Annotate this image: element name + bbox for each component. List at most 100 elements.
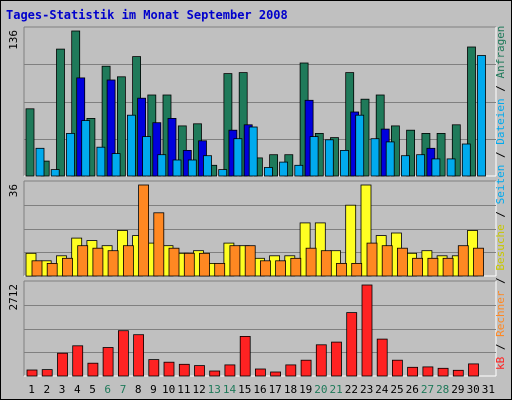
bar-kb-17	[270, 371, 282, 377]
bar-rechner-14	[229, 245, 241, 277]
bar-rechner-18	[290, 257, 302, 277]
series-rechner	[31, 184, 484, 277]
legend-entry: Seiten	[494, 165, 507, 205]
bar-kb-3	[57, 352, 68, 377]
x-tick-label: 12	[192, 383, 205, 396]
bar-rechner-24	[381, 245, 393, 277]
bar-kb-7	[118, 330, 129, 377]
bar-kb-23	[361, 284, 373, 377]
bar-rechner-27	[427, 257, 439, 277]
bar-kb-25	[391, 359, 403, 377]
right-legend: kB / Rechner / Besuche / Seiten / Dateie…	[494, 26, 507, 370]
bar-dateien-18	[294, 164, 304, 177]
bar-anfragen-15	[238, 72, 248, 177]
x-tick-label: 30	[467, 383, 480, 396]
bar-dateien-21	[340, 149, 349, 177]
bar-kb-2	[41, 369, 53, 377]
bar-dateien-30	[477, 55, 486, 177]
x-tick-label: 14	[223, 383, 237, 396]
bar-dateien-12	[203, 155, 212, 177]
panel-visits: 36	[7, 180, 497, 277]
bar-besuche-22	[345, 204, 357, 277]
series-anfragen	[25, 30, 476, 177]
x-axis-tick-labels: 1 2 3 4 5 6 7 8 9 10 11 12 13 14 15 16 17 18 19 20 21 22 23 24 2…	[28, 383, 495, 396]
x-tick-label: 8	[135, 383, 142, 396]
bar-dateien-16	[263, 167, 273, 177]
bar-kb-18	[285, 364, 297, 377]
panel-requests: 136	[7, 26, 497, 177]
bar-dateien-28	[446, 158, 456, 177]
x-tick-label: 21	[329, 383, 342, 396]
bar-dateien-17	[279, 161, 289, 177]
bar-kb-16	[254, 368, 266, 377]
bar-dateien-10	[172, 159, 182, 177]
bar-dateien-6	[111, 153, 121, 177]
bar-dateien-2	[50, 169, 60, 177]
bar-dateien-3	[66, 132, 75, 177]
bar-rechner-28	[442, 257, 454, 277]
bar-kb-24	[376, 338, 388, 377]
bar-dateien-19	[309, 136, 319, 177]
bar-rechner-8	[138, 184, 150, 277]
bar-besuche-23	[360, 184, 372, 277]
x-tick-label: 5	[89, 383, 96, 396]
bar-rechner-13	[214, 262, 226, 277]
bar-kb-21	[331, 341, 342, 377]
bar-dateien-4	[81, 120, 91, 177]
bar-kb-13	[209, 370, 221, 377]
legend-entry: Besuche	[494, 224, 507, 270]
bar-seiten-6	[106, 79, 116, 177]
bar-kb-26	[407, 366, 419, 377]
bar-anfragen-26	[406, 129, 416, 177]
x-tick-label: 25	[390, 383, 403, 396]
x-tick-label: 22	[345, 383, 358, 396]
legend-entry: Rechner	[494, 290, 507, 337]
bar-anfragen-1	[25, 108, 35, 177]
bar-dateien-14	[233, 138, 243, 177]
x-tick-label: 27	[421, 383, 434, 396]
bar-rechner-23	[366, 242, 378, 277]
bar-dateien-11	[187, 159, 197, 177]
bar-kb-4	[72, 345, 84, 377]
legend-separator: /	[494, 145, 507, 165]
bar-seiten-10	[167, 118, 177, 177]
bar-anfragen-28	[436, 132, 446, 177]
x-tick-label: 16	[253, 383, 266, 396]
bar-kb-5	[87, 362, 99, 377]
bar-kb-8	[133, 334, 145, 377]
bar-anfragen-7	[117, 76, 126, 177]
bar-kb-1	[26, 369, 38, 377]
x-tick-label: 19	[299, 383, 312, 396]
bar-rechner-12	[199, 252, 210, 277]
x-tick-label: 1	[28, 383, 35, 396]
bar-kb-22	[346, 312, 358, 377]
x-tick-label: 13	[208, 383, 221, 396]
bar-rechner-3	[62, 257, 73, 277]
bar-kb-10	[163, 361, 175, 377]
bar-dateien-13	[218, 169, 228, 177]
bar-kb-9	[148, 359, 160, 377]
x-tick-label: 26	[406, 383, 419, 396]
x-tick-label: 9	[150, 383, 157, 396]
bar-dateien-9	[157, 154, 167, 177]
bar-dateien-23	[370, 138, 380, 177]
legend-separator: /	[494, 79, 507, 99]
bar-kb-27	[422, 366, 434, 377]
x-tick-label: 24	[375, 383, 389, 396]
bar-kb-11	[178, 363, 190, 377]
bar-kb-28	[437, 367, 449, 377]
bar-dateien-5	[96, 146, 106, 177]
bar-rechner-11	[183, 252, 195, 277]
bar-rechner-1	[31, 260, 43, 277]
y-max-label: 36	[7, 184, 20, 197]
bar-anfragen-29	[451, 124, 461, 177]
bar-anfragen-30	[467, 46, 476, 177]
bar-rechner-7	[123, 245, 134, 277]
x-tick-label: 2	[43, 383, 50, 396]
bar-kb-19	[300, 359, 312, 377]
bar-rechner-16	[259, 260, 271, 277]
bar-rechner-5	[92, 247, 104, 277]
bar-kb-6	[102, 347, 114, 377]
bar-dateien-27	[431, 158, 441, 177]
